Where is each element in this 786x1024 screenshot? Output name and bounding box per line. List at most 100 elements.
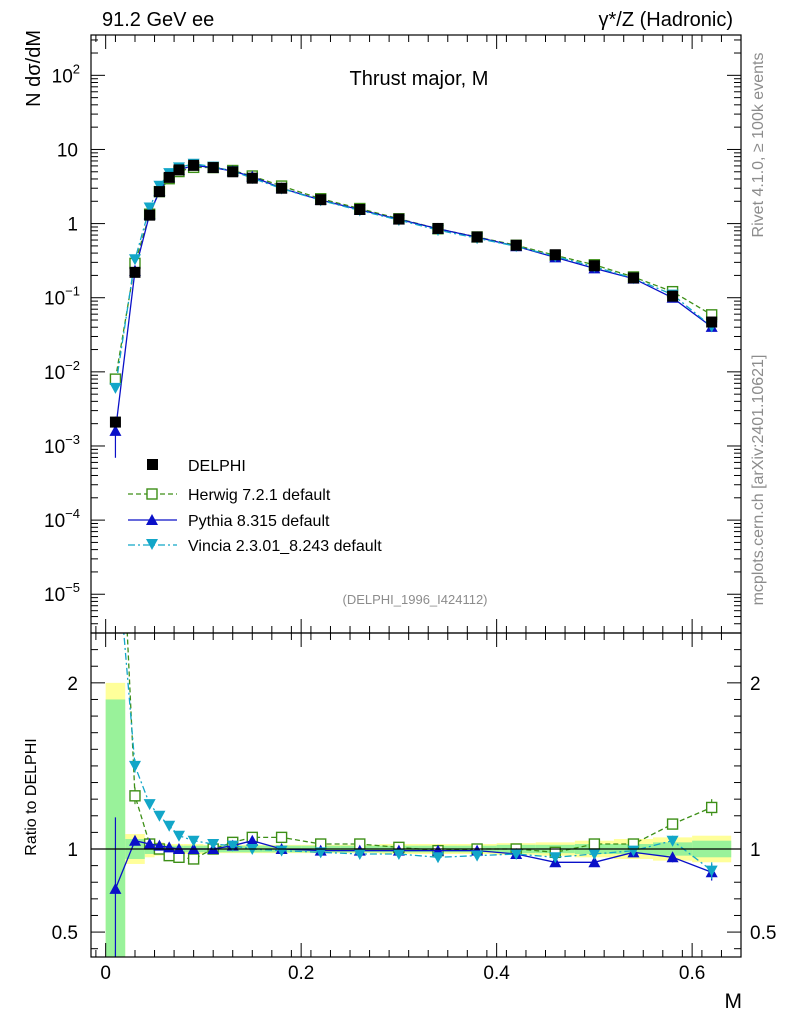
ratio-line-0	[126, 633, 712, 860]
ratio-point-2-8	[226, 840, 239, 852]
data-point-3	[153, 186, 165, 198]
ratio-point-2-5	[172, 830, 185, 842]
main-line-1	[114, 164, 713, 432]
legend-marker-pythia	[146, 514, 158, 525]
ratio-plot-frame	[90, 632, 742, 958]
ratio-point-2-17	[549, 852, 562, 864]
main-point-2-1	[128, 254, 141, 266]
y-tick-label-1: 10	[57, 140, 78, 161]
y-axis-label-ratio: Ratio to DELPHI	[23, 738, 40, 855]
ratio-point-2-2	[143, 799, 156, 811]
data-point-16	[510, 239, 522, 251]
ratio-point-0-18	[588, 838, 601, 850]
ratio-tick-label-left-0: 0.5	[52, 923, 78, 944]
ratio-point-2-7	[207, 839, 220, 851]
main-line-0	[114, 166, 713, 380]
data-point-9	[246, 172, 258, 184]
ratio-point-2-13	[392, 848, 405, 860]
legend-entry-vincia: Vincia 2.3.01_8.243 default	[128, 538, 382, 555]
y-tick-label-4: 10−2	[44, 358, 80, 384]
ratio-point-1-2	[143, 838, 156, 850]
ratio-line-2	[123, 633, 713, 872]
legend-marker-herwig	[146, 488, 158, 500]
data-point-7	[207, 162, 219, 174]
main-point-2-0	[109, 382, 122, 394]
y-tick-label-0: 102	[52, 61, 80, 87]
ratio-point-1-18	[588, 856, 601, 868]
x-tick-label-3: 0.6	[679, 963, 705, 984]
data-point-2	[144, 209, 156, 221]
ratio-tick-label-right-0: 0.5	[750, 923, 776, 944]
data-point-4	[163, 171, 175, 183]
legend-entry-delphi: DELPHI	[147, 458, 246, 475]
ratio-point-1-1	[128, 834, 141, 846]
ratio-tick-label-right-1: 1	[750, 840, 761, 861]
analysis-id: (DELPHI_1996_I424112)	[342, 592, 487, 607]
main-point-2-2	[143, 202, 156, 214]
data-point-8	[227, 166, 239, 178]
ratio-point-2-20	[666, 835, 679, 847]
y-axis-label-main: N dσ/dM	[23, 30, 45, 107]
data-point-1	[129, 266, 141, 278]
ratio-point-2-15	[471, 850, 484, 862]
ratio-point-2-21	[705, 865, 718, 877]
data-point-19	[627, 272, 639, 284]
data-point-5	[173, 164, 185, 176]
legend-entry-herwig: Herwig 7.2.1 default	[128, 487, 331, 504]
legend-label-herwig: Herwig 7.2.1 default	[188, 487, 331, 504]
x-tick-label-2: 0.4	[483, 963, 510, 984]
x-tick-label-1: 0.2	[288, 963, 314, 984]
data-point-13	[393, 213, 405, 225]
y-tick-label-2: 1	[67, 215, 78, 236]
ratio-point-2-6	[187, 835, 200, 847]
legend-entry-pythia: Pythia 8.315 default	[128, 513, 330, 530]
ratio-point-2-3	[153, 810, 166, 822]
header-energy-label: 91.2 GeV ee	[102, 9, 214, 31]
data-point-12	[354, 203, 366, 215]
legend-label-pythia: Pythia 8.315 default	[188, 513, 330, 530]
y-tick-label-6: 10−4	[44, 506, 80, 532]
ratio-point-2-1	[128, 760, 141, 772]
plot-frames	[90, 34, 742, 958]
ratio-point-1-20	[666, 851, 679, 863]
y-tick-label-5: 10−3	[44, 432, 80, 458]
ratio-point-1-0	[109, 882, 122, 894]
ratio-point-2-12	[353, 848, 366, 860]
ratio-point-0-1	[129, 790, 141, 802]
data-point-6	[188, 159, 200, 171]
ratio-point-1-9	[246, 834, 259, 846]
ratio-point-2-4	[163, 820, 176, 832]
ratio-point-2-0	[109, 528, 121, 539]
ratio-uncertainty-bands	[105, 682, 732, 957]
ratio-point-1-3	[153, 839, 166, 851]
chart-title: Thrust major, M	[350, 68, 489, 90]
ratio-point-0-6	[187, 853, 200, 865]
ratio-line-1	[114, 839, 712, 890]
header-process-label: γ*/Z (Hadronic)	[599, 9, 733, 31]
ratio-point-0-10	[275, 831, 288, 844]
ratio-tick-label-left-2: 2	[67, 674, 78, 695]
ratio-tick-label-left-1: 1	[67, 840, 78, 861]
side-label-mcplots: mcplots.cern.ch [arXiv:2401.10621]	[750, 355, 767, 606]
y-tick-label-3: 10−1	[44, 284, 80, 310]
side-label-rivet: Rivet 4.1.0, ≥ 100k events	[750, 53, 767, 238]
data-point-18	[588, 260, 600, 272]
ratio-point-2-14	[431, 852, 444, 864]
x-axis-label: M	[725, 990, 743, 1013]
data-point-11	[315, 194, 327, 206]
legend-label-delphi: DELPHI	[188, 458, 246, 475]
data-point-21	[706, 316, 718, 328]
y-tick-label-7: 10−5	[44, 580, 80, 606]
legend: DELPHI Herwig 7.2.1 default Pythia 8.315…	[128, 458, 382, 555]
ratio-point-2-16	[510, 848, 523, 860]
data-point-0	[109, 416, 121, 428]
ratio-point-2-18	[588, 848, 601, 860]
ratio-tick-label-right-2: 2	[750, 674, 761, 695]
legend-label-vincia: Vincia 2.3.01_8.243 default	[188, 538, 382, 555]
axes-ticks: 0 0.2 0.4 0.6 102 10 1 10−1 10−2 10−3 10−4 10−5 0.5 0…	[44, 35, 776, 984]
main-point-0-0	[109, 373, 122, 385]
ratio-point-0-21	[705, 801, 718, 814]
legend-marker-vincia	[146, 539, 158, 550]
x-tick-label-0: 0	[100, 963, 111, 984]
